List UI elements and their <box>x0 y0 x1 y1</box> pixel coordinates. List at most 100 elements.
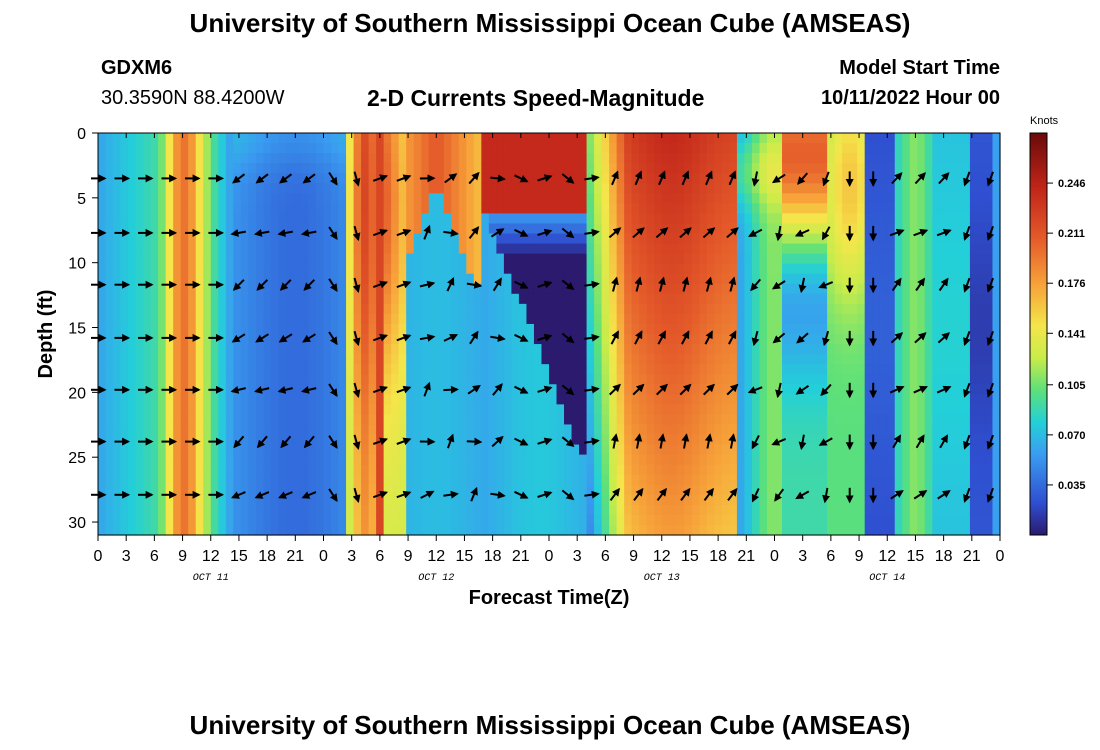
heatmap-cell <box>338 163 347 174</box>
current-vector <box>279 173 293 184</box>
heatmap-cell <box>601 223 610 235</box>
heatmap-cell <box>346 384 355 395</box>
heatmap-cell <box>323 223 332 235</box>
heatmap-cell <box>654 233 663 245</box>
heatmap-cell <box>481 273 490 285</box>
heatmap-cell <box>797 133 806 144</box>
heatmap-cell <box>954 133 964 144</box>
heatmap-cell <box>135 414 144 426</box>
heatmap-cell <box>526 504 535 516</box>
heatmap-cell <box>706 283 715 295</box>
heatmap-cell <box>571 193 580 204</box>
heatmap-cell <box>789 273 798 285</box>
heatmap-cell <box>225 394 234 405</box>
heatmap-cell <box>849 454 858 466</box>
heatmap-cell <box>751 354 761 365</box>
heatmap-cell <box>646 193 655 204</box>
heatmap-cell <box>631 213 640 225</box>
current-vector <box>537 333 553 342</box>
heatmap-cell <box>391 514 400 526</box>
heatmap-cell <box>812 313 821 325</box>
heatmap-cell <box>571 203 580 214</box>
heatmap-cell <box>639 394 648 405</box>
heatmap-cell <box>128 243 137 255</box>
heatmap-cell <box>203 303 212 315</box>
heatmap-cell <box>924 163 933 174</box>
heatmap-cell <box>609 514 618 526</box>
heatmap-cell <box>188 203 197 214</box>
heatmap-cell <box>338 233 347 245</box>
heatmap-cell <box>917 243 926 255</box>
heatmap-cell <box>376 253 385 265</box>
heatmap-cell <box>917 394 926 405</box>
heatmap-cell <box>932 133 941 144</box>
heatmap-cell <box>721 163 730 174</box>
heatmap-cell <box>406 484 415 496</box>
heatmap-cell <box>909 263 918 275</box>
heatmap-cell <box>579 203 588 214</box>
heatmap-cell <box>721 424 730 436</box>
heatmap-cell <box>135 243 144 255</box>
heatmap-cell <box>143 133 152 144</box>
heatmap-cell <box>631 193 640 204</box>
heatmap-cell <box>466 504 475 516</box>
heatmap-cell <box>857 424 866 436</box>
heatmap-cell <box>436 424 445 436</box>
heatmap-cell <box>293 293 302 305</box>
heatmap-cell <box>428 494 437 506</box>
heatmap-cell <box>549 514 558 526</box>
heatmap-cell <box>984 394 994 405</box>
heatmap-cell <box>684 504 693 516</box>
heatmap-cell <box>270 183 279 194</box>
heatmap-cell <box>759 143 768 154</box>
heatmap-cell <box>180 434 189 446</box>
heatmap-cell <box>218 313 227 325</box>
heatmap-cell <box>503 223 513 235</box>
current-vector <box>584 333 600 342</box>
heatmap-cell <box>225 384 234 395</box>
heatmap-cell <box>248 374 257 385</box>
heatmap-cell <box>556 263 565 275</box>
heatmap-cell <box>488 313 497 325</box>
heatmap-cell <box>751 514 761 526</box>
heatmap-cell <box>924 243 933 255</box>
heatmap-cell <box>744 444 753 456</box>
heatmap-cell <box>300 454 310 466</box>
heatmap-cell <box>270 303 279 315</box>
heatmap-cell <box>218 193 227 204</box>
heatmap-cell <box>984 524 994 536</box>
heatmap-cell <box>744 243 753 255</box>
heatmap-cell <box>526 434 535 446</box>
heatmap-cell <box>924 193 933 204</box>
heatmap-cell <box>481 464 490 476</box>
heatmap-cell <box>391 203 400 214</box>
heatmap-cell <box>308 283 317 295</box>
heatmap-cell <box>120 334 129 345</box>
heatmap-cell <box>954 504 964 516</box>
heatmap-cell <box>932 504 941 516</box>
heatmap-cell <box>909 283 918 295</box>
heatmap-cell <box>992 524 1001 536</box>
heatmap-cell <box>346 344 355 355</box>
heatmap-cell <box>969 514 979 526</box>
heatmap-cell <box>165 364 174 375</box>
heatmap-cell <box>579 183 588 194</box>
heatmap-cell <box>714 334 723 345</box>
heatmap-cell <box>135 163 144 174</box>
heatmap-cell <box>827 454 836 466</box>
heatmap-cell <box>992 394 1001 405</box>
heatmap-cell <box>932 163 941 174</box>
heatmap-cell <box>541 374 550 385</box>
heatmap-cell <box>158 143 167 154</box>
heatmap-cell <box>909 173 918 184</box>
heatmap-cell <box>992 474 1001 486</box>
heatmap-cell <box>533 303 543 315</box>
heatmap-cell <box>691 464 700 476</box>
current-vector <box>748 228 763 237</box>
heatmap-cell <box>391 404 400 415</box>
heatmap-cell <box>676 213 685 225</box>
heatmap-cell <box>173 143 182 154</box>
heatmap-cell <box>278 364 287 375</box>
heatmap-cell <box>135 514 144 526</box>
heatmap-cell <box>564 143 573 154</box>
